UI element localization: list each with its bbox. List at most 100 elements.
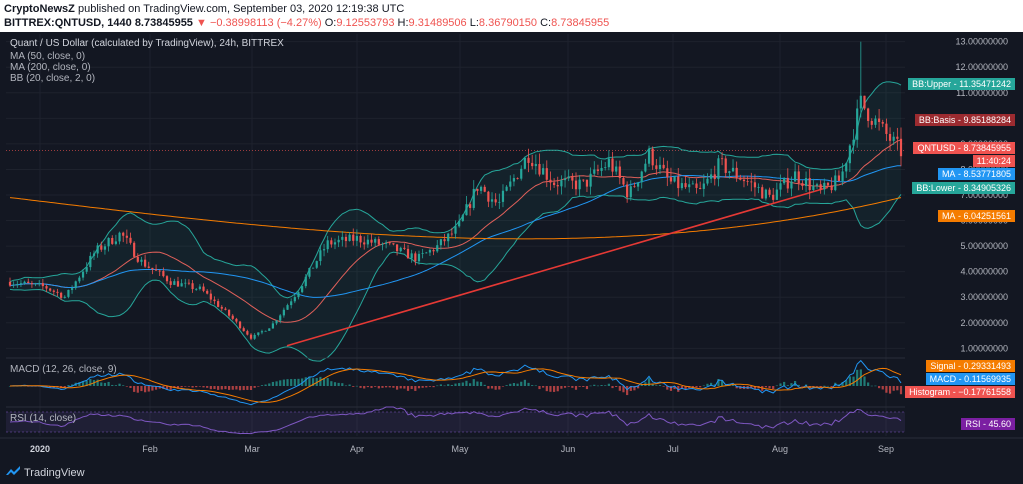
macd-histogram-bar xyxy=(118,383,121,386)
macd-histogram-bar xyxy=(381,386,384,388)
x-tick-label: 2020 xyxy=(30,444,50,454)
tag-bb-basis-label: BB:Basis xyxy=(918,115,956,125)
macd-histogram-bar xyxy=(815,386,819,387)
tag-bb-upper: BB:Upper - 11.35471242 xyxy=(908,78,1015,90)
macd-histogram-bar xyxy=(717,379,720,386)
candle-body xyxy=(571,176,574,181)
macd-histogram-bar xyxy=(542,386,545,388)
tag-signal-value: 0.29331493 xyxy=(963,361,1011,371)
macd-histogram-bar xyxy=(144,386,147,393)
candle-body xyxy=(633,186,636,188)
candle-body xyxy=(501,190,505,202)
macd-histogram-bar xyxy=(885,386,888,393)
candle-body xyxy=(279,315,282,321)
macd-histogram-bar xyxy=(691,386,694,387)
macd-histogram-bar xyxy=(366,386,369,388)
legend-rsi[interactable]: RSI (14, close) xyxy=(10,413,77,424)
candle-body xyxy=(563,178,567,181)
x-tick-label: Apr xyxy=(350,444,364,454)
macd-histogram-bar xyxy=(352,386,355,387)
tradingview-logo-icon[interactable] xyxy=(6,466,20,476)
candle-body xyxy=(498,201,501,203)
macd-histogram-bar xyxy=(753,386,757,389)
x-tick-label: Sep xyxy=(878,444,894,454)
symbol-label[interactable]: BITTREX:QNTUSD, 1440 xyxy=(4,17,132,29)
candle-body xyxy=(680,183,684,189)
candle-body xyxy=(114,241,117,244)
macd-histogram-bar xyxy=(578,386,581,387)
macd-histogram-bar xyxy=(560,386,563,389)
candle-body xyxy=(640,171,643,183)
macd-histogram-bar xyxy=(326,378,329,386)
macd-histogram-bar xyxy=(198,386,201,387)
candle-body xyxy=(604,167,607,169)
macd-histogram-bar xyxy=(640,384,643,386)
macd-histogram-bar xyxy=(133,386,136,392)
legend-macd[interactable]: MACD (12, 26, close, 9) xyxy=(10,364,117,375)
candle-body xyxy=(52,290,55,292)
macd-histogram-bar xyxy=(271,381,275,386)
candle-body xyxy=(154,269,158,271)
candle-body xyxy=(260,331,264,333)
macd-histogram-bar xyxy=(191,386,194,388)
macd-histogram-bar xyxy=(874,385,877,387)
macd-histogram-bar xyxy=(487,386,490,389)
macd-histogram-bar xyxy=(111,384,114,386)
macd-histogram-bar xyxy=(626,386,629,396)
ohlc-close: 8.73845955 xyxy=(551,17,610,29)
macd-histogram-bar xyxy=(772,386,775,390)
candle-body xyxy=(520,168,523,179)
candle-body xyxy=(666,168,669,178)
candle-body xyxy=(253,334,256,339)
tag-macd-label: MACD xyxy=(929,374,957,384)
candle-body xyxy=(655,165,658,169)
tag-qntusd-label: QNTUSD xyxy=(917,143,956,153)
macd-histogram-bar xyxy=(498,386,501,390)
macd-histogram-bar xyxy=(731,384,735,386)
candle-body xyxy=(837,175,841,182)
candle-body xyxy=(706,178,709,184)
candle-body xyxy=(552,182,556,186)
candle-body xyxy=(856,108,859,140)
candle-body xyxy=(60,292,63,298)
ohlc-high-label: H: xyxy=(397,17,409,29)
macd-histogram-bar xyxy=(217,386,220,390)
candle-body xyxy=(450,233,453,235)
macd-histogram-bar xyxy=(899,386,903,395)
legend-ma50[interactable]: MA (50, close, 0) xyxy=(10,51,86,62)
legend-bb[interactable]: BB (20, close, 2, 0) xyxy=(10,73,96,84)
macd-histogram-bar xyxy=(877,386,881,389)
author-name[interactable]: CryptoNewsZ xyxy=(4,3,75,15)
ohlc-open: 9.12553793 xyxy=(336,17,395,29)
candle-body xyxy=(556,185,559,187)
macd-histogram-bar xyxy=(403,386,406,389)
macd-histogram-bar xyxy=(523,379,526,386)
candle-body xyxy=(644,163,647,172)
macd-histogram-bar xyxy=(699,386,702,388)
y-tick-label: 3.00000000 xyxy=(960,292,1008,302)
macd-histogram-bar xyxy=(454,383,457,386)
legend-ma200[interactable]: MA (200, close, 0) xyxy=(10,62,91,73)
candle-body xyxy=(859,95,862,109)
macd-pane xyxy=(6,357,905,406)
candle-body xyxy=(213,299,216,302)
candle-body xyxy=(808,178,811,190)
candle-body xyxy=(797,171,800,184)
candle-body xyxy=(337,239,340,243)
macd-histogram-bar xyxy=(290,379,293,386)
candle-body xyxy=(38,283,41,284)
macd-histogram-bar xyxy=(158,386,161,389)
macd-histogram-bar xyxy=(783,381,786,386)
candle-body xyxy=(542,168,545,175)
tradingview-brand[interactable]: TradingView xyxy=(24,467,85,479)
candle-body xyxy=(713,174,716,180)
candle-body xyxy=(191,283,194,290)
header-line-1: CryptoNewsZ published on TradingView.com… xyxy=(4,3,404,15)
macd-histogram-bar xyxy=(246,386,249,390)
candle-body xyxy=(720,158,724,160)
trendline xyxy=(286,186,829,347)
candle-body xyxy=(560,180,563,187)
candle-body xyxy=(710,174,713,179)
macd-histogram-bar xyxy=(330,381,333,386)
